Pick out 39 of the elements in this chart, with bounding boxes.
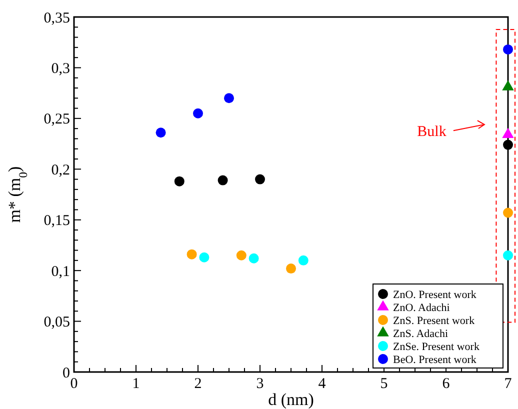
x-tick-label: 1 bbox=[132, 376, 140, 392]
legend-label: ZnS. Adachi bbox=[393, 328, 448, 340]
legend-label: ZnSe. Present work bbox=[393, 340, 480, 353]
point bbox=[236, 250, 246, 260]
point bbox=[503, 44, 513, 54]
y-tick-label: 0,35 bbox=[44, 10, 70, 26]
point bbox=[174, 176, 184, 186]
legend-label: ZnO. Present work bbox=[393, 288, 477, 301]
point bbox=[503, 250, 513, 260]
x-tick-label: 7 bbox=[504, 376, 512, 392]
point bbox=[503, 208, 513, 218]
x-axis-title: d (nm) bbox=[268, 390, 314, 409]
y-tick-label: 0,2 bbox=[51, 162, 70, 178]
point bbox=[186, 249, 197, 260]
x-tick-label: 6 bbox=[442, 376, 450, 392]
point bbox=[503, 140, 513, 150]
point bbox=[255, 174, 265, 184]
x-tick-label: 5 bbox=[380, 376, 388, 392]
point bbox=[199, 252, 210, 262]
x-tick-label: 4 bbox=[318, 376, 326, 392]
legend-label: ZnS. Present work bbox=[393, 314, 476, 327]
annotation: Bulk bbox=[417, 124, 447, 140]
point bbox=[248, 253, 259, 264]
legend-label: ZnO. Adachi bbox=[393, 302, 450, 314]
y-tick-label: 0 bbox=[62, 365, 70, 382]
y-tick-label: 0,15 bbox=[44, 213, 70, 230]
y-tick-label: 0,1 bbox=[51, 264, 70, 280]
point bbox=[218, 175, 228, 186]
y-tick-label: 0,25 bbox=[44, 112, 70, 128]
point bbox=[298, 255, 308, 266]
x-tick-label: 2 bbox=[194, 376, 202, 392]
y-tick-label: 0,05 bbox=[44, 314, 70, 331]
point bbox=[156, 128, 166, 138]
point bbox=[286, 264, 296, 274]
legend-label: BeO. Present work bbox=[393, 354, 477, 366]
y-tick-label: 0,3 bbox=[51, 60, 70, 77]
point bbox=[224, 93, 234, 104]
point bbox=[193, 108, 203, 118]
x-tick-label: 3 bbox=[256, 376, 264, 392]
